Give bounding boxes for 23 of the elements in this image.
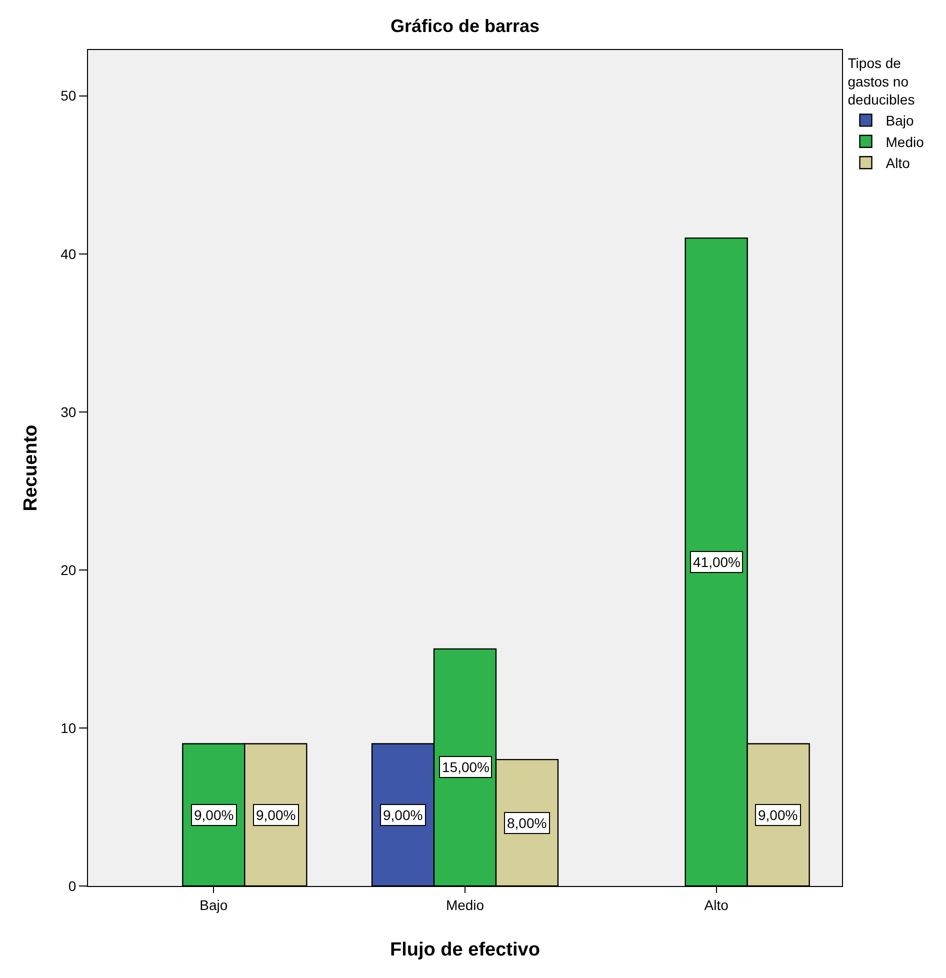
legend-label: Alto [886,155,910,172]
x-tick-label: Bajo [200,896,228,913]
data-label: 9,00% [256,807,296,823]
legend-title: Tipos de gastos no deducibles [848,55,915,108]
data-label: 9,00% [758,807,798,823]
data-label: 9,00% [194,807,234,823]
y-tick-label: 40 [60,246,76,262]
y-tick-label: 20 [60,562,76,578]
data-label: 41,00% [693,554,740,570]
x-tick-label: Medio [446,896,484,913]
y-tick-label: 30 [60,404,76,420]
data-label: 15,00% [442,759,490,775]
x-axis-title: Flujo de efectivo [390,940,540,961]
y-tick-label: 0 [68,878,76,894]
y-tick-label: 50 [60,88,76,104]
chart-title: Gráfico de barras [390,16,540,36]
legend-label: Medio [886,134,924,150]
legend-label: Bajo [886,112,914,129]
data-label: 8,00% [507,815,547,831]
y-axis-title: Recuento [20,424,42,512]
x-tick-label: Alto [704,896,729,913]
data-label: 9,00% [383,807,423,823]
y-tick-label: 10 [60,720,76,736]
